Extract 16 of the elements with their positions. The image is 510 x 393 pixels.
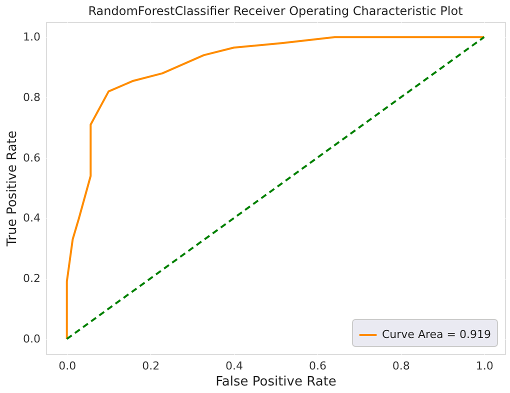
x-tick-label: 0.4 bbox=[226, 360, 244, 372]
x-tick-label: 0.8 bbox=[392, 360, 410, 372]
x-tick-label: 0.2 bbox=[142, 360, 160, 372]
legend-label: Curve Area = 0.919 bbox=[382, 328, 491, 341]
y-tick-label: 0.6 bbox=[23, 151, 40, 164]
y-tick-label: 1.0 bbox=[23, 30, 40, 44]
y-tick-label: 0.0 bbox=[23, 332, 40, 346]
y-tick-label: 0.8 bbox=[23, 90, 40, 104]
x-tick-label: 1.0 bbox=[476, 360, 494, 372]
chart-title: RandomForestClassifier Receiver Operating Characteristic Plot bbox=[88, 4, 464, 18]
y-tick-label: 0.4 bbox=[23, 212, 40, 225]
x-axis-title: False Positive Rate bbox=[216, 374, 336, 390]
y-tick-label: 0.2 bbox=[23, 272, 40, 286]
y-axis-title: True Positive Rate bbox=[5, 130, 20, 248]
x-tick-label: 0.6 bbox=[308, 360, 326, 372]
x-tick-label: 0.0 bbox=[58, 360, 76, 372]
